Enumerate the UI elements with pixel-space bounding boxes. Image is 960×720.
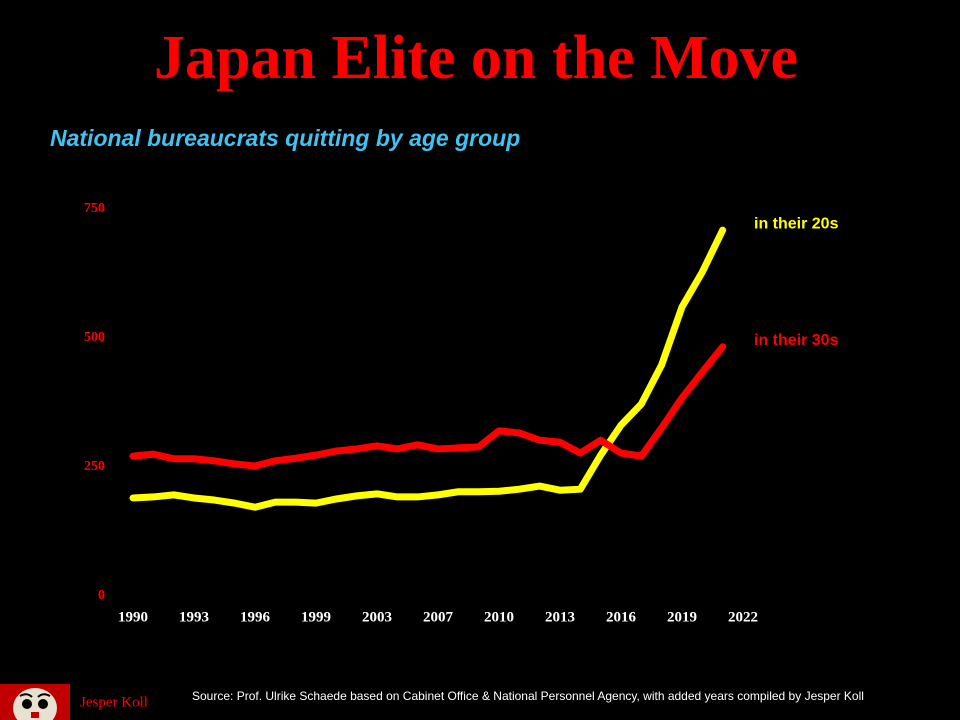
x-tick-label: 1993 (179, 609, 209, 625)
source-note: Source: Prof. Ulrike Schaede based on Ca… (192, 689, 864, 703)
x-tick-label: 2003 (362, 609, 392, 625)
x-tick-label: 1996 (240, 609, 271, 625)
chart-subtitle: National bureaucrats quitting by age gro… (50, 125, 520, 151)
x-tick-label: 2007 (423, 609, 454, 625)
y-tick-label: 500 (84, 330, 105, 345)
x-tick-label: 2022 (728, 609, 758, 625)
y-tick-label: 250 (84, 459, 105, 474)
x-tick-label: 2019 (667, 609, 697, 625)
x-tick-label: 2016 (606, 609, 637, 625)
legend-label: in their 20s (754, 215, 839, 232)
legend-label: in their 30s (754, 332, 839, 349)
x-tick-label: 1990 (118, 609, 148, 625)
x-tick-label: 1999 (301, 609, 331, 625)
chart-title: Japan Elite on the Move (154, 24, 798, 92)
x-tick-label: 2013 (545, 609, 575, 625)
y-tick-label: 750 (84, 201, 105, 216)
daruma-icon (0, 684, 70, 720)
line-series (129, 226, 727, 511)
x-tick-label: 2010 (484, 609, 514, 625)
author: Jesper Koll (80, 694, 148, 710)
y-tick-label: 0 (98, 588, 105, 603)
line-series (129, 343, 727, 470)
